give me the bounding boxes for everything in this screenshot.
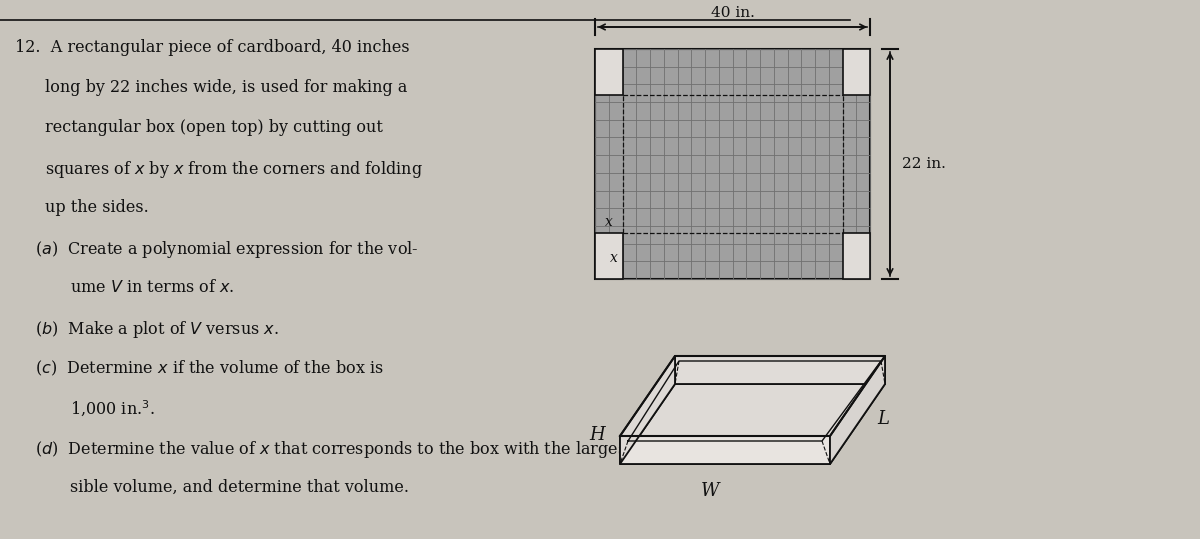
Text: sible volume, and determine that volume.: sible volume, and determine that volume.: [70, 479, 409, 496]
Text: W: W: [701, 482, 719, 500]
Text: ($d$)  Determine the value of $x$ that corresponds to the box with the largest p: ($d$) Determine the value of $x$ that co…: [35, 439, 672, 460]
Polygon shape: [595, 49, 623, 95]
Text: L: L: [877, 410, 889, 428]
Text: 40 in.: 40 in.: [710, 6, 755, 20]
Polygon shape: [842, 233, 870, 279]
Polygon shape: [842, 49, 870, 95]
Polygon shape: [595, 233, 623, 279]
Text: squares of $x$ by $x$ from the corners and folding: squares of $x$ by $x$ from the corners a…: [46, 159, 422, 180]
Text: up the sides.: up the sides.: [46, 199, 149, 216]
Text: x: x: [605, 215, 613, 229]
Polygon shape: [595, 49, 870, 279]
Text: 1,000 in.$^3$.: 1,000 in.$^3$.: [70, 399, 155, 419]
Polygon shape: [620, 384, 886, 464]
Text: ($b$)  Make a plot of $V$ versus $x$.: ($b$) Make a plot of $V$ versus $x$.: [35, 319, 278, 340]
Text: long by 22 inches wide, is used for making a: long by 22 inches wide, is used for maki…: [46, 79, 407, 96]
Text: ($a$)  Create a polynomial expression for the vol-: ($a$) Create a polynomial expression for…: [35, 239, 419, 260]
Text: ($c$)  Determine $x$ if the volume of the box is: ($c$) Determine $x$ if the volume of the…: [35, 359, 384, 378]
Polygon shape: [620, 356, 674, 464]
Text: 22 in.: 22 in.: [902, 157, 946, 171]
Text: 12.  A rectangular piece of cardboard, 40 inches: 12. A rectangular piece of cardboard, 40…: [14, 39, 409, 56]
Polygon shape: [830, 356, 886, 464]
Text: ume $V$ in terms of $x$.: ume $V$ in terms of $x$.: [70, 279, 234, 296]
Text: H: H: [589, 426, 605, 444]
Polygon shape: [620, 436, 830, 464]
Text: rectangular box (open top) by cutting out: rectangular box (open top) by cutting ou…: [46, 119, 383, 136]
Polygon shape: [674, 356, 886, 384]
Text: x: x: [610, 251, 618, 265]
